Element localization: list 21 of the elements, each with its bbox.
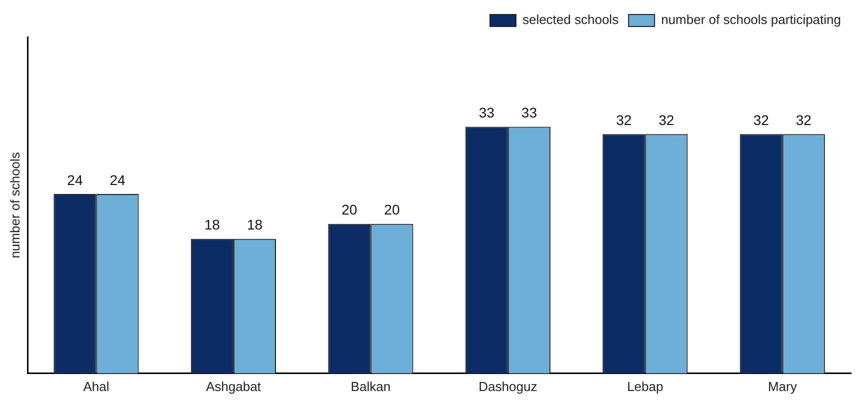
x-tick-label: Mary [768,378,798,394]
data-label: 20 [342,202,358,218]
data-label: 33 [521,104,538,121]
legend-label: selected schools [522,12,620,28]
data-label: 24 [67,172,83,188]
data-label: 32 [658,112,674,128]
data-label: 33 [478,104,495,121]
y-axis-title: number of schools [7,152,22,258]
data-label: 32 [616,112,632,128]
x-tick-label: Balkan [350,378,391,394]
legend-label: number of schools participating [661,12,842,28]
x-tick-label: Dashoguz [478,378,538,394]
x-tick-label: Lebap [627,378,664,394]
data-label: 18 [204,216,220,233]
data-label: 32 [753,112,770,128]
x-tick-label: Ashgabat [206,378,262,394]
x-tick-label: Ahal [83,378,110,394]
data-label: 18 [246,216,263,233]
data-label: 20 [384,202,400,218]
data-label: 32 [796,112,812,128]
data-label: 24 [110,172,126,188]
